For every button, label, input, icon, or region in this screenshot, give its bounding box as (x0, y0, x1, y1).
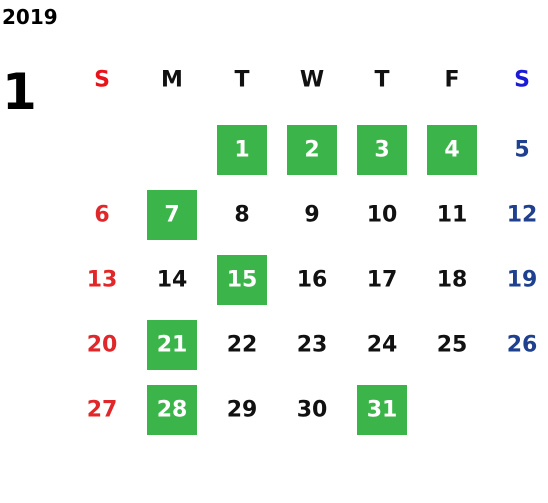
day-number: 6 (94, 203, 109, 228)
day-number: 16 (297, 268, 328, 293)
day-number: 17 (367, 268, 398, 293)
day-number: 25 (437, 333, 468, 358)
weekday-label: T (234, 68, 249, 93)
day-number: 28 (157, 398, 188, 423)
weekday-label: F (444, 68, 459, 93)
day-number: 2 (304, 138, 319, 163)
day-number: 13 (87, 268, 118, 293)
weekday-label: W (300, 68, 324, 93)
day-number: 5 (514, 138, 529, 163)
day-number: 10 (367, 203, 398, 228)
day-number: 18 (437, 268, 468, 293)
day-number: 8 (234, 203, 249, 228)
day-number: 7 (164, 203, 179, 228)
weekday-label: S (94, 68, 110, 93)
day-highlight (147, 190, 197, 240)
day-number: 23 (297, 333, 328, 358)
day-number: 3 (374, 138, 389, 163)
day-number: 14 (157, 268, 188, 293)
day-highlight (357, 385, 407, 435)
day-number: 9 (304, 203, 319, 228)
day-number: 26 (507, 333, 538, 358)
day-number: 4 (444, 138, 459, 163)
day-number: 21 (157, 333, 188, 358)
day-number: 15 (227, 268, 258, 293)
day-number: 20 (87, 333, 118, 358)
day-number: 27 (87, 398, 118, 423)
day-highlight (147, 385, 197, 435)
weekday-label: S (514, 68, 530, 93)
weekday-label: T (374, 68, 389, 93)
year: 2019 (2, 5, 58, 29)
day-highlight (217, 125, 267, 175)
day-number: 29 (227, 398, 258, 423)
day-number: 1 (234, 138, 249, 163)
day-highlight (287, 125, 337, 175)
day-number: 12 (507, 203, 538, 228)
weekday-label: M (161, 68, 183, 93)
day-highlight (427, 125, 477, 175)
day-number: 22 (227, 333, 258, 358)
day-number: 19 (507, 268, 538, 293)
day-number: 24 (367, 333, 398, 358)
day-number: 31 (367, 398, 398, 423)
day-highlight (147, 320, 197, 370)
month: 1 (2, 63, 37, 121)
day-number: 30 (297, 398, 328, 423)
day-highlight (357, 125, 407, 175)
day-number: 11 (437, 203, 468, 228)
day-highlight (217, 255, 267, 305)
